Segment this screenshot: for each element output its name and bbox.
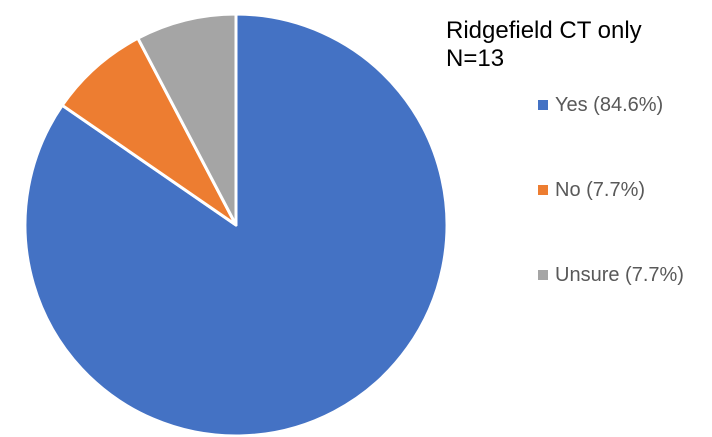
legend-swatch-unsure <box>538 270 548 280</box>
legend-item-yes: Yes (84.6%) <box>538 92 663 118</box>
legend-item-no: No (7.7%) <box>538 177 645 203</box>
legend-swatch-yes <box>538 100 548 110</box>
legend-label-yes: Yes (84.6%) <box>555 94 664 116</box>
legend-label-unsure: Unsure (7.7%) <box>555 264 684 286</box>
chart-title: Ridgefield CT only N=13 <box>446 17 642 72</box>
legend-label-no: No (7.7%) <box>555 179 646 201</box>
pie-slice-no <box>60 36 238 227</box>
legend-swatch-no <box>538 185 548 195</box>
pie-slice-unsure <box>136 12 238 227</box>
legend-item-unsure: Unsure (7.7%) <box>538 262 684 288</box>
